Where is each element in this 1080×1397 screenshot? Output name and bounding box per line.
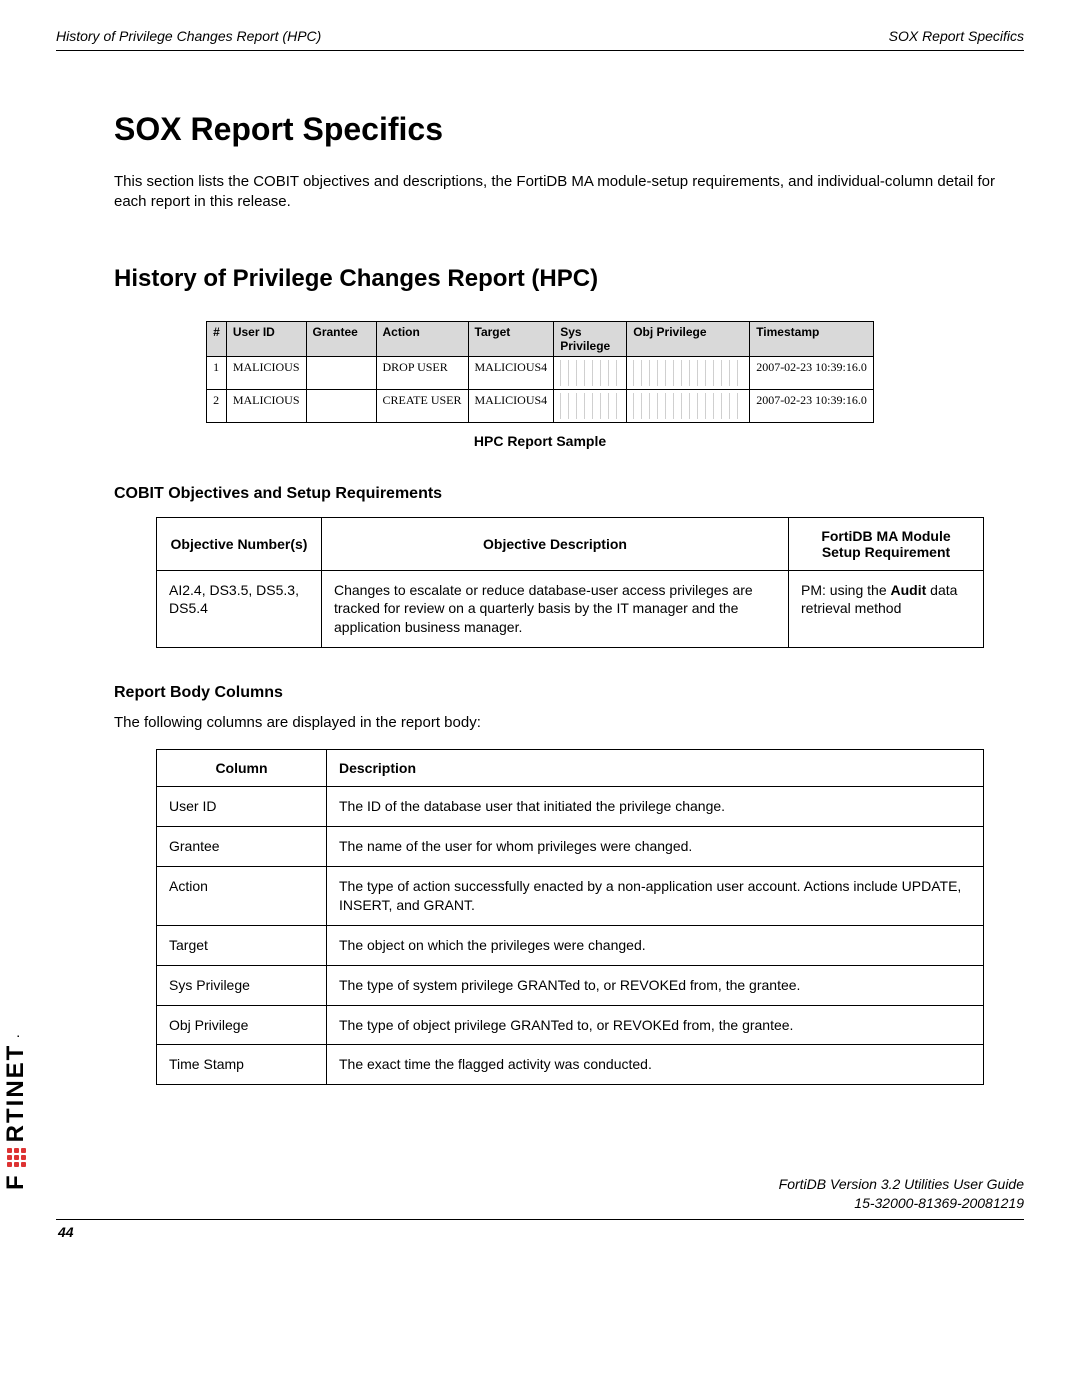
cols-row: User IDThe ID of the database user that … (157, 787, 984, 827)
cols-cell-desc: The type of system privilege GRANTed to,… (327, 965, 984, 1005)
brand-text: RTINET (2, 1044, 30, 1143)
cols-row: Sys PrivilegeThe type of system privileg… (157, 965, 984, 1005)
header-left: History of Privilege Changes Report (HPC… (56, 28, 321, 44)
sample-th-objpriv: Obj Privilege (627, 321, 750, 356)
cols-row: Time StampThe exact time the flagged act… (157, 1045, 984, 1085)
body-columns-title: Report Body Columns (56, 684, 1024, 702)
sample-table-wrap: # User ID Grantee Action Target Sys Priv… (56, 321, 1024, 423)
cols-cell-name: Action (157, 866, 327, 925)
sample-th-num: # (207, 321, 227, 356)
sample-cell-grantee (306, 356, 376, 389)
sample-cell-objpriv (627, 356, 750, 389)
cols-cell-desc: The type of action successfully enacted … (327, 866, 984, 925)
sample-cell-num: 2 (207, 389, 227, 422)
footer: FortiDB Version 3.2 Utilities User Guide… (56, 1175, 1024, 1240)
obj-th-numbers: Objective Number(s) (157, 517, 322, 570)
header-right: SOX Report Specifics (889, 28, 1024, 44)
sample-cell-target: MALICIOUS4 (468, 356, 554, 389)
sample-cell-target: MALICIOUS4 (468, 389, 554, 422)
cols-cell-name: Time Stamp (157, 1045, 327, 1085)
cols-th-desc: Description (327, 750, 984, 787)
sample-cell-grantee (306, 389, 376, 422)
body-columns-intro: The following columns are displayed in t… (56, 714, 1024, 731)
cols-cell-desc: The ID of the database user that initiat… (327, 787, 984, 827)
running-header: History of Privilege Changes Report (HPC… (56, 28, 1024, 50)
sample-caption: HPC Report Sample (56, 433, 1024, 449)
cols-cell-name: User ID (157, 787, 327, 827)
sample-cell-action: CREATE USER (376, 389, 468, 422)
sample-cell-num: 1 (207, 356, 227, 389)
cols-cell-name: Grantee (157, 827, 327, 867)
cobit-title: COBIT Objectives and Setup Requirements (56, 485, 1024, 503)
obj-th-req: FortiDB MA Module Setup Requirement (789, 517, 984, 570)
sample-th-timestamp: Timestamp (750, 321, 874, 356)
sample-cell-timestamp: 2007-02-23 10:39:16.0 (750, 356, 874, 389)
sample-th-action: Action (376, 321, 468, 356)
cols-cell-desc: The name of the user for whom privileges… (327, 827, 984, 867)
hpc-sample-table: # User ID Grantee Action Target Sys Priv… (206, 321, 874, 423)
sample-header-row: # User ID Grantee Action Target Sys Priv… (207, 321, 874, 356)
cols-row: ActionThe type of action successfully en… (157, 866, 984, 925)
sample-cell-syspriv (554, 389, 627, 422)
sample-th-target: Target (468, 321, 554, 356)
columns-table: Column Description User IDThe ID of the … (156, 749, 984, 1085)
cols-row: TargetThe object on which the privileges… (157, 925, 984, 965)
cols-th-column: Column (157, 750, 327, 787)
obj-req: PM: using the Audit data retrieval metho… (789, 570, 984, 648)
header-rule (56, 50, 1024, 51)
cols-cell-name: Target (157, 925, 327, 965)
sample-th-userid: User ID (226, 321, 306, 356)
section-title-hpc: History of Privilege Changes Report (HPC… (56, 265, 1024, 293)
brand-tm: . (11, 1033, 22, 1038)
sample-cell-objpriv (627, 389, 750, 422)
obj-numbers: AI2.4, DS3.5, DS5.3, DS5.4 (157, 570, 322, 648)
obj-row: AI2.4, DS3.5, DS5.3, DS5.4 Changes to es… (157, 570, 984, 648)
cols-header-row: Column Description (157, 750, 984, 787)
page-title: SOX Report Specifics (56, 111, 1024, 148)
obj-req-prefix: PM: using the (801, 582, 891, 598)
sample-row: 1MALICIOUS DROP USERMALICIOUS4 2007-02-23 … (207, 356, 874, 389)
cols-row: GranteeThe name of the user for whom pri… (157, 827, 984, 867)
sample-row: 2MALICIOUS CREATE USERMALICIOUS4 2007-02-2… (207, 389, 874, 422)
sample-cell-action: DROP USER (376, 356, 468, 389)
cols-cell-desc: The type of object privilege GRANTed to,… (327, 1005, 984, 1045)
obj-desc: Changes to escalate or reduce database-u… (322, 570, 789, 648)
obj-req-bold: Audit (891, 582, 927, 598)
cols-cell-name: Obj Privilege (157, 1005, 327, 1045)
sample-cell-userid: MALICIOUS (226, 389, 306, 422)
cols-row: Obj PrivilegeThe type of object privileg… (157, 1005, 984, 1045)
obj-header-row: Objective Number(s) Objective Descriptio… (157, 517, 984, 570)
footer-line1: FortiDB Version 3.2 Utilities User Guide (56, 1175, 1024, 1194)
cols-cell-desc: The object on which the privileges were … (327, 925, 984, 965)
cols-cell-desc: The exact time the flagged activity was … (327, 1045, 984, 1085)
fortinet-logo: F RTINET. (2, 1033, 30, 1190)
obj-th-desc: Objective Description (322, 517, 789, 570)
objectives-table: Objective Number(s) Objective Descriptio… (156, 517, 984, 649)
sample-th-grantee: Grantee (306, 321, 376, 356)
footer-line2: 15-32000-81369-20081219 (56, 1194, 1024, 1213)
brand-dots-icon (7, 1148, 26, 1167)
sample-cell-timestamp: 2007-02-23 10:39:16.0 (750, 389, 874, 422)
sample-cell-syspriv (554, 356, 627, 389)
brand-letter-f: F (2, 1173, 30, 1190)
sample-th-syspriv: Sys Privilege (554, 321, 627, 356)
footer-rule (56, 1219, 1024, 1220)
cols-cell-name: Sys Privilege (157, 965, 327, 1005)
sample-cell-userid: MALICIOUS (226, 356, 306, 389)
page-number: 44 (56, 1224, 1024, 1240)
intro-text: This section lists the COBIT objectives … (56, 172, 1024, 213)
